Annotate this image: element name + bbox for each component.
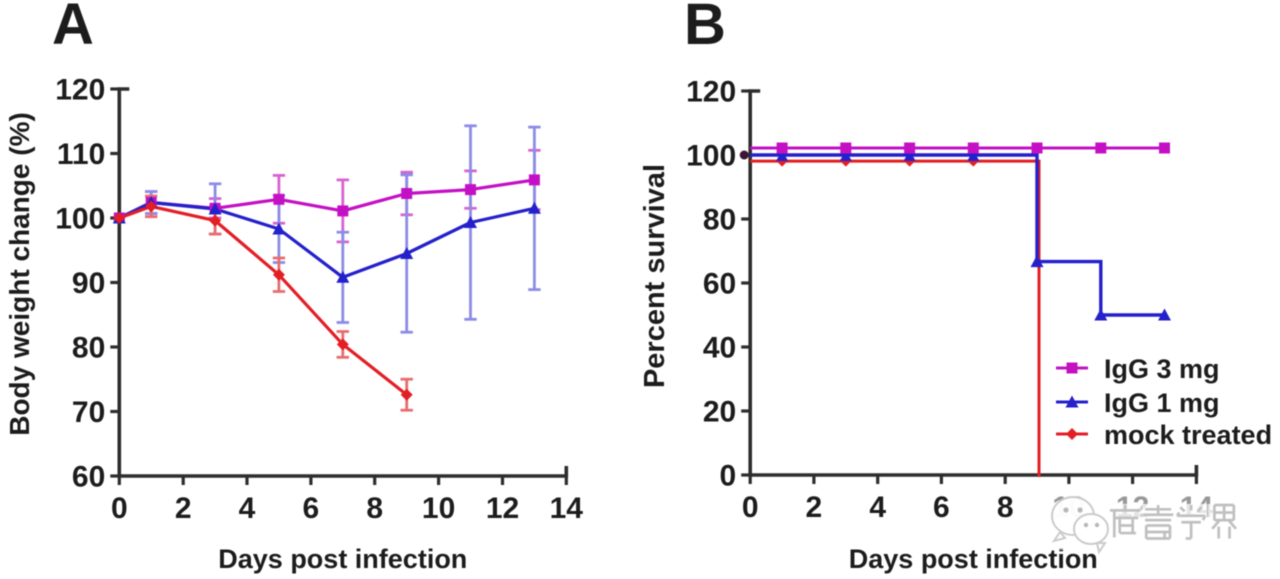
svg-text:90: 90 xyxy=(72,267,105,300)
svg-text:8: 8 xyxy=(366,492,383,525)
svg-text:80: 80 xyxy=(72,332,105,365)
svg-text:12: 12 xyxy=(486,492,519,525)
svg-text:IgG 1 mg: IgG 1 mg xyxy=(1104,388,1220,418)
svg-text:0: 0 xyxy=(742,491,759,524)
svg-text:6: 6 xyxy=(933,491,950,524)
svg-text:IgG 3 mg: IgG 3 mg xyxy=(1104,354,1220,384)
svg-text:20: 20 xyxy=(703,396,736,429)
svg-text:120: 120 xyxy=(55,74,105,107)
svg-text:60: 60 xyxy=(703,268,736,301)
svg-text:B: B xyxy=(684,0,726,57)
svg-text:100: 100 xyxy=(686,140,736,173)
svg-text:10: 10 xyxy=(422,492,455,525)
svg-text:80: 80 xyxy=(703,204,736,237)
svg-text:6: 6 xyxy=(303,492,320,525)
svg-text:110: 110 xyxy=(57,138,105,171)
svg-text:A: A xyxy=(52,0,94,57)
svg-text:Percent survival: Percent survival xyxy=(639,164,671,388)
svg-text:120: 120 xyxy=(686,76,736,109)
svg-text:70: 70 xyxy=(72,396,105,429)
svg-text:4: 4 xyxy=(239,492,256,525)
svg-text:8: 8 xyxy=(997,491,1014,524)
svg-text:Days post infection: Days post infection xyxy=(218,544,467,574)
svg-text:mock treated: mock treated xyxy=(1104,420,1272,450)
svg-text:2: 2 xyxy=(806,491,823,524)
svg-text:14: 14 xyxy=(550,492,584,525)
svg-text:0: 0 xyxy=(720,460,737,493)
svg-text:4: 4 xyxy=(869,491,886,524)
svg-text:40: 40 xyxy=(703,332,736,365)
svg-text:60: 60 xyxy=(72,461,105,494)
svg-text:2: 2 xyxy=(175,492,192,525)
svg-text:Body weight change (%): Body weight change (%) xyxy=(4,112,35,436)
svg-text:100: 100 xyxy=(55,203,105,236)
svg-text:0: 0 xyxy=(111,492,128,525)
